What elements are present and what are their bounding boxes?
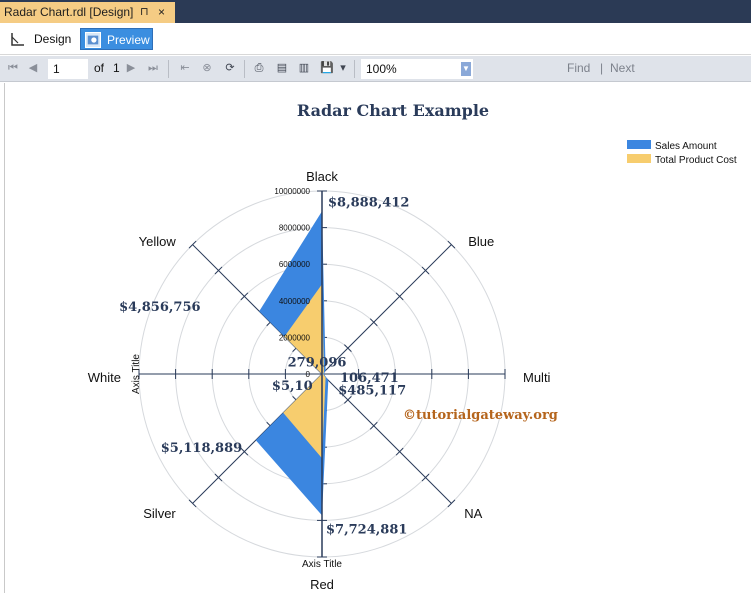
refresh-icon[interactable]: ⟳	[225, 62, 235, 74]
axis-title-left: Axis Title	[131, 354, 142, 394]
legend-label: Total Product Cost	[655, 155, 737, 166]
next-link[interactable]: Next	[610, 61, 635, 75]
close-icon[interactable]: ×	[158, 5, 166, 19]
next-page-icon[interactable]: ▶	[126, 62, 136, 74]
radar-chart: Radar Chart Example 0 2000000 4000000 600000…	[88, 101, 737, 592]
axis-tick	[188, 499, 197, 508]
axis-tick	[240, 447, 249, 456]
axis-tick-label: 2000000	[279, 333, 311, 342]
watermark-text: ©tutorialgateway.org	[403, 408, 558, 423]
axis-tick	[343, 395, 352, 404]
axis-tick-label: 10000000	[274, 187, 310, 196]
find-box[interactable]	[558, 59, 751, 79]
axis-tick	[240, 292, 249, 301]
axis-tick	[447, 240, 456, 249]
design-button-label: Design	[34, 32, 72, 46]
data-label: $5,10	[272, 379, 313, 394]
preview-icon	[85, 32, 101, 48]
axis-tick-label: 6000000	[279, 260, 311, 269]
axis-title-bottom: Axis Title	[302, 559, 342, 570]
axis-tick	[188, 240, 197, 249]
category-label-silver: Silver	[143, 506, 176, 521]
legend-swatch	[627, 140, 651, 149]
design-icon	[11, 33, 24, 46]
preview-button[interactable]: Preview	[80, 28, 153, 50]
axis-tick-label: 8000000	[279, 224, 311, 233]
axis-tick-label: 0	[306, 370, 311, 379]
previous-page-icon[interactable]: ◀	[28, 62, 38, 74]
preview-button-label: Preview	[107, 33, 150, 47]
find-link[interactable]: Find	[567, 61, 591, 75]
data-label: $485,117	[338, 383, 406, 398]
print-layout-icon[interactable]: ▤	[276, 62, 288, 74]
of-label: of	[94, 61, 105, 75]
toolbar-separator	[168, 60, 169, 78]
export-dropdown-icon[interactable]: ▾	[340, 62, 346, 74]
print-icon[interactable]: ⎙	[254, 62, 264, 74]
last-page-icon[interactable]: ⏭	[148, 62, 158, 74]
data-label: $7,724,881	[326, 522, 407, 537]
axis-tick	[369, 318, 378, 327]
axis-tick	[214, 266, 223, 275]
data-label: 279,096	[288, 355, 347, 370]
zoom-value: 100%	[366, 62, 397, 76]
report-toolbar: ⏮ ◀ 1 of 1 ▶ ⏭ ⇤ ⊗ ⟳ ⎙ ▤ ▥ 💾 ▾ 100% ▼ Fi…	[0, 56, 751, 82]
first-page-icon[interactable]: ⏮	[8, 62, 18, 74]
export-icon[interactable]: 💾	[320, 62, 334, 74]
back-icon[interactable]: ⇤	[180, 62, 190, 74]
stop-icon[interactable]: ⊗	[202, 62, 212, 74]
axis-tick-label: 4000000	[279, 297, 311, 306]
category-label-black: Black	[306, 169, 338, 184]
spoke-axis	[321, 244, 452, 375]
total-pages: 1	[113, 61, 120, 75]
axis-tick	[395, 292, 404, 301]
axis-tick	[214, 473, 223, 482]
zoom-select[interactable]: 100% ▼	[361, 59, 473, 79]
page-number-input[interactable]: 1	[48, 59, 88, 79]
view-toolbar: Design Preview	[0, 23, 751, 55]
category-label-white: White	[88, 370, 121, 385]
document-tab-title: Radar Chart.rdl [Design]	[4, 5, 134, 19]
spoke-axis	[321, 373, 452, 504]
legend-label: Sales Amount	[655, 141, 717, 152]
data-label: $8,888,412	[328, 195, 409, 210]
category-label-red: Red	[310, 577, 334, 592]
legend-swatch	[627, 154, 651, 163]
chevron-down-icon[interactable]: ▼	[461, 62, 471, 76]
category-label-multi: Multi	[523, 370, 551, 385]
data-label: 106,471	[340, 371, 399, 386]
series-total-product-cost	[283, 284, 326, 459]
axis-tick	[343, 344, 352, 353]
axis-tick	[395, 447, 404, 456]
report-canvas: Radar Chart Example 0 2000000 4000000 600000…	[4, 83, 751, 593]
find-separator: |	[600, 61, 604, 75]
document-tab-bar: Radar Chart.rdl [Design] ⊓ ×	[0, 0, 751, 23]
axis-tick	[421, 266, 430, 275]
toolbar-separator	[244, 60, 245, 78]
axis-tick	[421, 473, 430, 482]
axis-tick	[447, 499, 456, 508]
chart-title: Radar Chart Example	[297, 101, 489, 120]
category-label-na: NA	[464, 506, 482, 521]
design-button[interactable]: Design	[2, 28, 76, 50]
pin-icon[interactable]: ⊓	[140, 6, 149, 18]
category-label-yellow: Yellow	[139, 234, 177, 249]
data-label: $5,118,889	[161, 441, 242, 456]
axis-tick	[369, 421, 378, 430]
page-setup-icon[interactable]: ▥	[298, 62, 310, 74]
category-label-blue: Blue	[468, 234, 494, 249]
data-label: $4,856,756	[119, 300, 200, 315]
document-tab[interactable]: Radar Chart.rdl [Design] ⊓ ×	[0, 2, 175, 23]
toolbar-separator	[354, 60, 355, 78]
